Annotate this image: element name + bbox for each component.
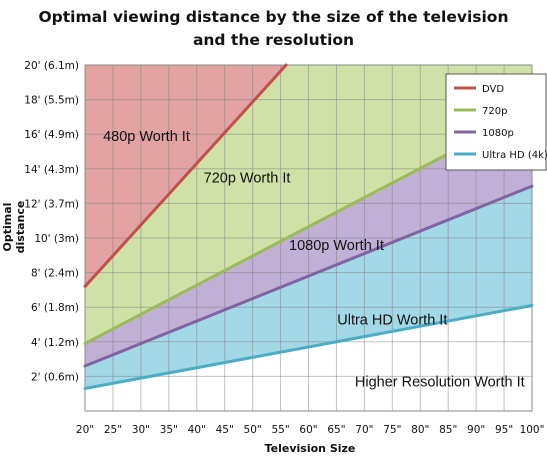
x-tick-label: 70" bbox=[355, 424, 373, 436]
y-tick-label: 16' (4.9m) bbox=[24, 129, 79, 141]
x-tick-label: 45" bbox=[216, 424, 234, 436]
x-tick-label: 25" bbox=[104, 424, 122, 436]
x-tick-label: 40" bbox=[188, 424, 206, 436]
x-tick-label: 95" bbox=[495, 424, 513, 436]
region-label: 480p Worth It bbox=[103, 129, 190, 145]
x-tick-label: 100" bbox=[520, 424, 545, 436]
region-720p bbox=[85, 65, 532, 344]
x-tick-label: 75" bbox=[383, 424, 401, 436]
chart-title-line-2: and the resolution bbox=[192, 31, 355, 49]
region-label: 720p Worth It bbox=[204, 170, 291, 186]
region-label: Higher Resolution Worth It bbox=[355, 375, 525, 391]
chart-title: Optimal viewing distance by the size of … bbox=[0, 6, 547, 52]
y-tick-label: 8' (2.4m) bbox=[31, 268, 79, 280]
region-1080p bbox=[85, 110, 532, 366]
region-label: Ultra HD Worth It bbox=[337, 312, 447, 328]
x-tick-label: 55" bbox=[271, 424, 289, 436]
plot-border bbox=[84, 64, 533, 412]
y-tick-label: 4' (1.2m) bbox=[31, 337, 79, 349]
series-line-2 bbox=[83, 184, 534, 368]
y-tick-label: 20' (6.1m) bbox=[24, 60, 79, 72]
x-tick-label: 60" bbox=[299, 424, 317, 436]
region-uhd bbox=[85, 186, 532, 389]
x-tick-label: 80" bbox=[411, 424, 429, 436]
x-tick-label: 30" bbox=[132, 424, 150, 436]
y-tick-label: 14' (4.3m) bbox=[24, 164, 79, 176]
series-line-0 bbox=[83, 63, 288, 288]
y-tick-label: 10' (3m) bbox=[34, 233, 79, 245]
y-tick-label: 6' (1.8m) bbox=[31, 302, 79, 314]
x-tick-label: 65" bbox=[327, 424, 345, 436]
x-tick-label: 20" bbox=[76, 424, 94, 436]
x-tick-label: 90" bbox=[467, 424, 485, 436]
y-tick-label: 18' (5.5m) bbox=[24, 95, 79, 107]
legend-entry: Ultra HD (4k) bbox=[482, 150, 547, 161]
chart-title-line-1: Optimal viewing distance by the size of … bbox=[38, 8, 509, 26]
x-axis-label: Television Size bbox=[264, 442, 356, 455]
region-label: 1080p Worth It bbox=[289, 238, 384, 254]
x-tick-label: 85" bbox=[439, 424, 457, 436]
series-line-3 bbox=[83, 303, 534, 391]
legend-entry: 1080p bbox=[482, 128, 514, 139]
x-tick-label: 35" bbox=[160, 424, 178, 436]
legend-entry: 720p bbox=[482, 106, 507, 117]
y-tick-label: 12' (3.7m) bbox=[24, 198, 79, 210]
x-tick-label: 50" bbox=[244, 424, 262, 436]
y-tick-label: 2' (0.6m) bbox=[31, 371, 79, 383]
legend-entry: DVD bbox=[482, 84, 504, 95]
